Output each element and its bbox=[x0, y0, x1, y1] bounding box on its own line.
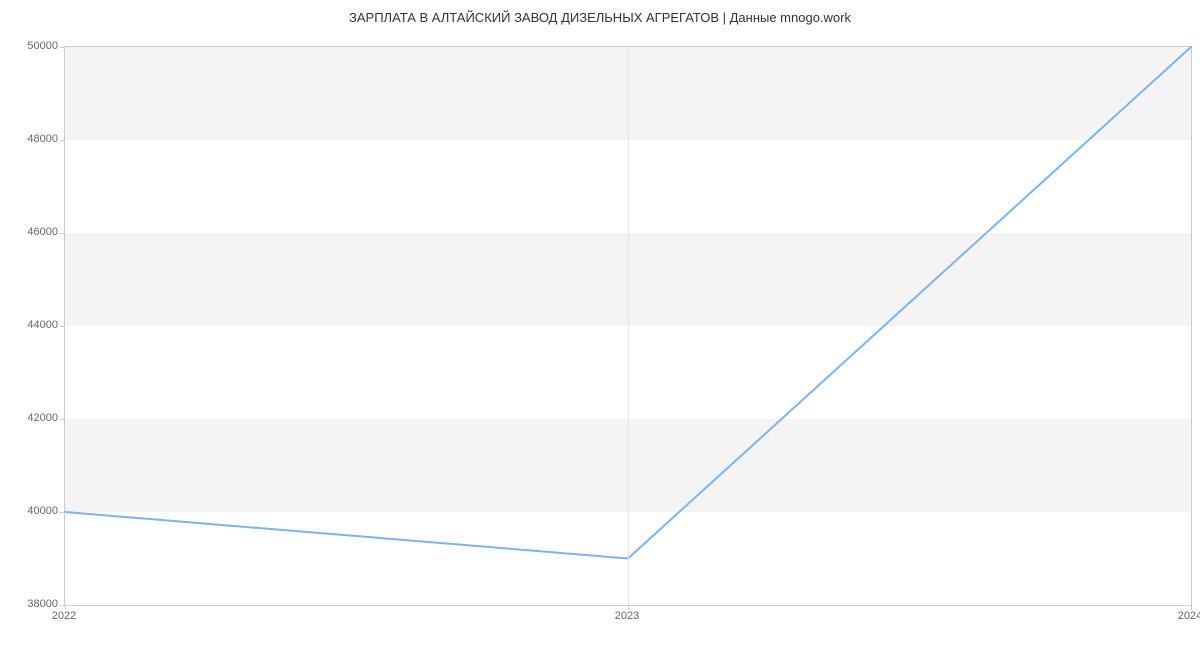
y-tick-mark bbox=[60, 605, 65, 606]
chart-container: ЗАРПЛАТА В АЛТАЙСКИЙ ЗАВОД ДИЗЕЛЬНЫХ АГР… bbox=[0, 0, 1200, 650]
y-tick-mark bbox=[60, 47, 65, 48]
y-tick-mark bbox=[60, 326, 65, 327]
y-tick-mark bbox=[60, 140, 65, 141]
gridline-vertical bbox=[628, 47, 629, 605]
y-tick-mark bbox=[60, 233, 65, 234]
chart-title: ЗАРПЛАТА В АЛТАЙСКИЙ ЗАВОД ДИЗЕЛЬНЫХ АГР… bbox=[0, 10, 1200, 25]
y-tick-label: 44000 bbox=[8, 319, 58, 331]
y-tick-label: 48000 bbox=[8, 133, 58, 145]
y-tick-label: 38000 bbox=[8, 598, 58, 610]
x-tick-label: 2023 bbox=[615, 610, 639, 622]
y-tick-mark bbox=[60, 419, 65, 420]
y-tick-label: 46000 bbox=[8, 226, 58, 238]
x-tick-label: 2024 bbox=[1178, 610, 1200, 622]
y-tick-label: 42000 bbox=[8, 412, 58, 424]
y-tick-label: 50000 bbox=[8, 40, 58, 52]
plot-area bbox=[64, 46, 1192, 606]
y-tick-mark bbox=[60, 512, 65, 513]
y-tick-label: 40000 bbox=[8, 505, 58, 517]
x-tick-label: 2022 bbox=[52, 610, 76, 622]
